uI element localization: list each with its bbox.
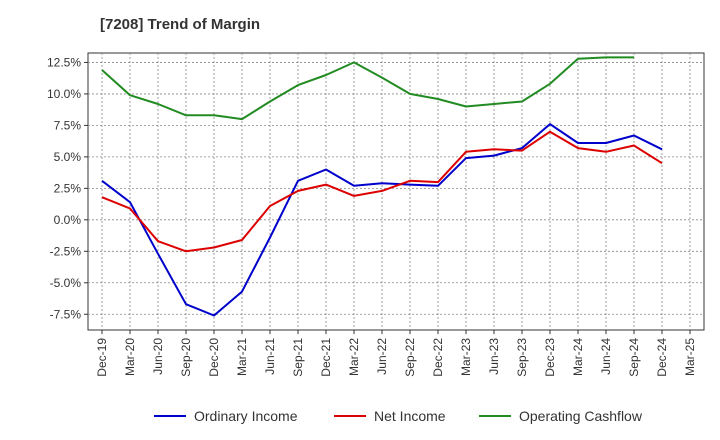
x-tick-label: Sep-23 [515,338,529,377]
legend: Ordinary Income Net Income Operating Cas… [0,404,720,428]
x-tick-label: Sep-22 [403,338,417,377]
y-tick-label: 10.0% [47,87,81,101]
x-tick-label: Sep-20 [179,338,193,377]
legend-item-net-income: Net Income [334,404,446,428]
y-tick-label: 12.5% [47,55,81,69]
legend-item-operating-cashflow: Operating Cashflow [479,404,642,428]
x-tick-label: Mar-20 [123,338,137,376]
x-tick-label: Mar-25 [683,338,697,376]
legend-item-ordinary-income: Ordinary Income [154,404,297,428]
legend-swatch-net-income [334,415,366,417]
x-tick-label: Dec-24 [655,338,669,377]
y-tick-label: -2.5% [50,244,82,258]
x-tick-label: Dec-23 [543,338,557,377]
chart-title: [7208] Trend of Margin [100,16,261,33]
x-tick-label: Jun-21 [263,338,277,375]
y-axis: -7.5% -5.0% -2.5% 0.0% 2.5% 5.0% 7.5% 10.0% 12.5… [47,55,88,321]
x-tick-label: Jun-23 [487,338,501,375]
x-tick-label: Dec-22 [431,338,445,377]
y-tick-label: -5.0% [50,276,82,290]
x-tick-label: Dec-21 [319,338,333,377]
x-tick-label: Mar-24 [571,338,585,376]
x-tick-label: Jun-20 [151,338,165,375]
legend-label-ordinary-income: Ordinary Income [194,408,298,424]
series-lines [101,56,663,317]
y-tick-label: 7.5% [54,118,82,132]
legend-label-operating-cashflow: Operating Cashflow [519,408,642,424]
x-axis: Dec-19 Mar-20 Jun-20 Sep-20 Dec-20 Mar-21 Jun-… [95,330,697,377]
y-tick-label: 0.0% [54,213,82,227]
y-tick-label: 2.5% [54,181,82,195]
series-line-operating-cashflow [101,56,634,121]
plot-area [87,52,705,331]
x-tick-label: Sep-21 [291,338,305,377]
grid-lines [88,53,704,330]
legend-swatch-ordinary-income [154,415,186,417]
x-tick-label: Dec-19 [95,338,109,377]
x-tick-label: Mar-21 [235,338,249,376]
x-tick-label: Dec-20 [207,338,221,377]
x-tick-label: Jun-22 [375,338,389,375]
y-tick-label: -7.5% [50,307,82,321]
x-tick-label: Sep-24 [627,338,641,377]
y-tick-label: 5.0% [54,150,82,164]
x-tick-label: Mar-22 [347,338,361,376]
x-tick-label: Jun-24 [599,338,613,375]
series-line-net-income [101,130,663,253]
x-tick-label: Mar-23 [459,338,473,376]
series-line-ordinary-income [101,123,663,317]
legend-swatch-operating-cashflow [479,415,511,417]
legend-label-net-income: Net Income [374,408,446,424]
